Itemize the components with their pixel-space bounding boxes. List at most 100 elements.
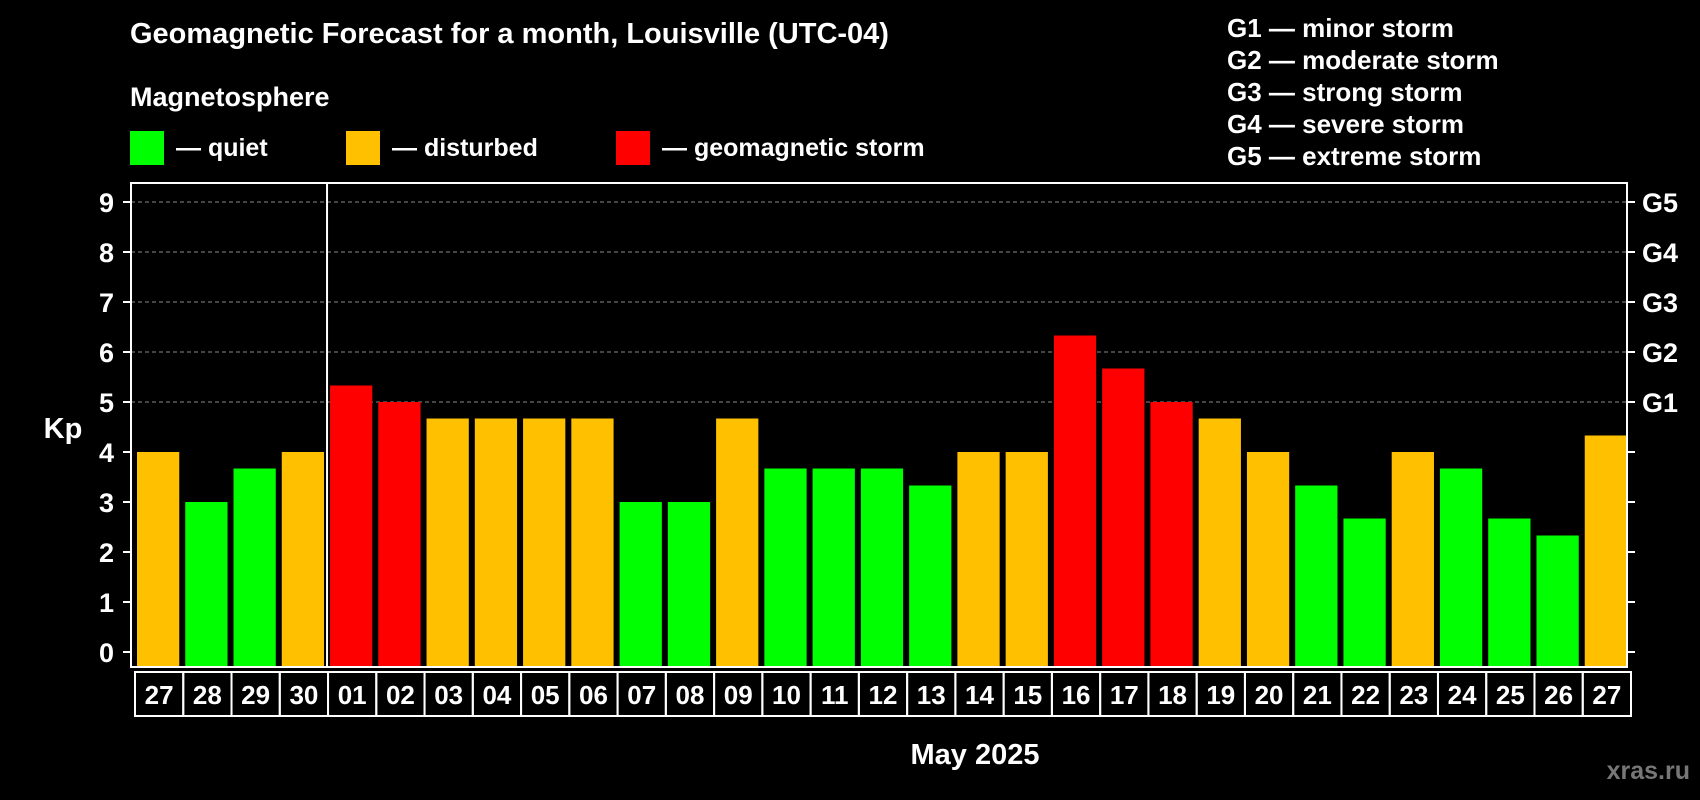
date-label-6: 03 bbox=[434, 680, 463, 710]
date-label-15: 12 bbox=[869, 680, 898, 710]
g-level-label-g3: G3 bbox=[1642, 288, 1678, 318]
storm-scale-g5: G5 — extreme storm bbox=[1227, 141, 1482, 171]
bar-0 bbox=[137, 452, 180, 667]
y-axis-label: Kp bbox=[44, 413, 83, 445]
date-label-4: 01 bbox=[338, 680, 367, 710]
g-level-label-g1: G1 bbox=[1642, 388, 1678, 418]
date-label-25: 22 bbox=[1351, 680, 1380, 710]
date-label-21: 18 bbox=[1158, 680, 1187, 710]
bar-17 bbox=[957, 452, 1000, 667]
g-level-label-g5: G5 bbox=[1642, 188, 1678, 218]
y-tick-label-4: 4 bbox=[99, 438, 114, 468]
y-tick-label-5: 5 bbox=[99, 388, 114, 418]
date-label-29: 26 bbox=[1544, 680, 1573, 710]
watermark: xras.ru bbox=[1606, 757, 1690, 785]
legend-entry-disturbed: — disturbed bbox=[346, 128, 538, 168]
chart-title: Geomagnetic Forecast for a month, Louisv… bbox=[130, 18, 889, 50]
bar-2 bbox=[233, 468, 276, 667]
legend-swatch-quiet bbox=[130, 131, 164, 165]
bar-11 bbox=[667, 502, 711, 667]
bar-29 bbox=[1536, 535, 1579, 667]
y-tick-label-6: 6 bbox=[99, 338, 114, 368]
date-label-5: 02 bbox=[386, 680, 415, 710]
date-cell-30 bbox=[1581, 671, 1633, 717]
bars bbox=[137, 335, 1627, 667]
x-axis-date-cells: 27 28 29 30 01 02 03 04 05 06 07 08 09 10 11 12 13 14 15 16… bbox=[134, 671, 1633, 717]
legend-entry-storm: — geomagnetic storm bbox=[616, 128, 925, 168]
bar-8 bbox=[523, 418, 566, 667]
bar-14 bbox=[812, 468, 855, 667]
y-tick-label-1: 1 bbox=[99, 588, 114, 618]
date-label-1: 28 bbox=[193, 680, 222, 710]
date-label-7: 04 bbox=[482, 680, 511, 710]
date-label-2: 29 bbox=[241, 680, 270, 710]
legend-label-quiet: — quiet bbox=[176, 133, 268, 162]
date-label-14: 11 bbox=[821, 680, 849, 710]
date-label-30: 27 bbox=[1592, 680, 1621, 710]
bar-19 bbox=[1053, 335, 1097, 667]
x-axis-label: May 2025 bbox=[911, 739, 1040, 771]
date-label-0: 27 bbox=[145, 680, 174, 710]
y-tick-label-9: 9 bbox=[99, 188, 114, 218]
date-label-23: 20 bbox=[1255, 680, 1284, 710]
bar-25 bbox=[1343, 518, 1386, 667]
bar-12 bbox=[716, 418, 759, 667]
date-label-8: 05 bbox=[531, 680, 560, 710]
legend-label-storm: — geomagnetic storm bbox=[662, 133, 925, 162]
date-label-16: 13 bbox=[917, 680, 946, 710]
bar-1 bbox=[185, 502, 228, 667]
storm-scale-g1: G1 — minor storm bbox=[1227, 13, 1454, 43]
date-label-3: 30 bbox=[289, 680, 318, 710]
y-tick-label-7: 7 bbox=[99, 288, 114, 318]
grid-lines bbox=[131, 201, 1627, 403]
legend-swatch-disturbed bbox=[346, 131, 380, 165]
storm-scale-g2: G2 — moderate storm bbox=[1227, 45, 1499, 75]
date-label-27: 24 bbox=[1448, 680, 1477, 710]
legend-swatch-storm bbox=[616, 131, 650, 165]
date-label-19: 16 bbox=[1062, 680, 1091, 710]
bar-7 bbox=[474, 418, 518, 667]
bar-20 bbox=[1102, 368, 1145, 667]
date-label-13: 10 bbox=[772, 680, 801, 710]
y-tick-label-2: 2 bbox=[99, 538, 114, 568]
date-label-28: 25 bbox=[1496, 680, 1525, 710]
bar-15 bbox=[860, 468, 904, 667]
date-label-10: 07 bbox=[627, 680, 656, 710]
g-level-label-g4: G4 bbox=[1642, 238, 1678, 268]
bar-22 bbox=[1198, 418, 1241, 667]
date-label-22: 19 bbox=[1206, 680, 1235, 710]
axis-ticks: 0 1 2 3 4 5 6 7 8 9 G1 G2 G3 G4 G5 bbox=[99, 188, 1678, 668]
bar-28 bbox=[1488, 518, 1531, 667]
y-tick-label-0: 0 bbox=[99, 638, 114, 668]
bar-27 bbox=[1439, 468, 1483, 667]
storm-scale-g4: G4 — severe storm bbox=[1227, 109, 1465, 139]
date-label-26: 23 bbox=[1399, 680, 1428, 710]
date-label-24: 21 bbox=[1303, 680, 1332, 710]
storm-scale-legend: G1 — minor storm G2 — moderate storm G3 … bbox=[1227, 12, 1499, 172]
legend-entry-quiet: — quiet bbox=[130, 128, 268, 168]
date-label-20: 17 bbox=[1110, 680, 1139, 710]
bar-18 bbox=[1005, 452, 1048, 667]
bar-21 bbox=[1150, 402, 1193, 667]
bar-13 bbox=[764, 468, 807, 667]
bar-4 bbox=[330, 385, 373, 667]
bar-3 bbox=[281, 452, 325, 667]
date-label-17: 14 bbox=[965, 680, 994, 710]
date-label-12: 09 bbox=[724, 680, 753, 710]
plot-frame bbox=[130, 182, 1628, 668]
date-label-18: 15 bbox=[1013, 680, 1042, 710]
bar-10 bbox=[619, 502, 662, 667]
bar-30 bbox=[1584, 435, 1627, 667]
date-label-9: 06 bbox=[579, 680, 608, 710]
y-tick-label-8: 8 bbox=[99, 238, 114, 268]
bar-5 bbox=[378, 402, 421, 667]
storm-scale-g3: G3 — strong storm bbox=[1227, 77, 1463, 107]
bar-6 bbox=[426, 418, 469, 667]
y-tick-label-3: 3 bbox=[99, 488, 114, 518]
bar-9 bbox=[571, 418, 614, 667]
bar-23 bbox=[1246, 452, 1290, 667]
legend-label-disturbed: — disturbed bbox=[392, 133, 538, 162]
bar-24 bbox=[1295, 485, 1338, 667]
legend-heading: Magnetosphere bbox=[130, 82, 330, 112]
